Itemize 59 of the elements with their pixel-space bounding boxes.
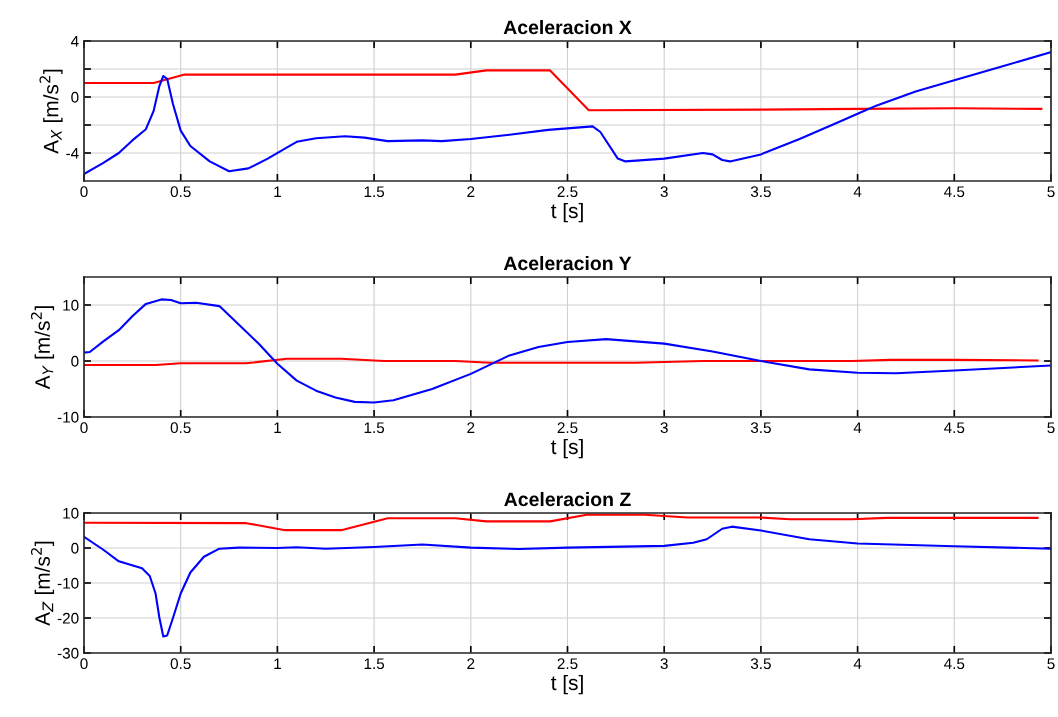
x-tick-label: 0: [80, 658, 88, 670]
x-tick-label: 1.5: [364, 186, 385, 198]
x-tick-label: 4.5: [944, 422, 965, 434]
y-axis-title: A$_{X}$ [m/s$^{2}$]: [39, 69, 63, 154]
x-tick-label: 3: [660, 186, 668, 198]
chart-title: Aceleracion Y: [503, 255, 632, 271]
x-tick-label: 0: [80, 186, 88, 198]
x-tick-label: 1.5: [364, 422, 385, 434]
x-tick-label: 3: [660, 422, 668, 434]
line-series: [84, 69, 1043, 112]
x-tick-label: 1.5: [364, 658, 385, 670]
x-tick-label: 0: [80, 422, 88, 434]
x-tick-label: 2.5: [557, 658, 578, 670]
line-series: [84, 298, 1051, 404]
y-tick-label: -20: [57, 612, 79, 624]
x-tick-label: 3.5: [750, 186, 771, 198]
x-axis-title: t [s]: [551, 202, 583, 223]
y-axis-title: A$_{Z}$ [m/s$^{2}$]: [30, 541, 55, 626]
x-tick-label: 4: [853, 658, 862, 669]
y-tick-label: 0: [71, 355, 79, 367]
y-tick-label: 10: [63, 507, 79, 519]
chart-title: Aceleracion X: [503, 19, 632, 35]
x-tick-label: 1: [274, 186, 281, 197]
y-tick-label: 0: [71, 91, 79, 103]
line-series: [84, 357, 1039, 366]
x-tick-label: 5: [1047, 422, 1055, 434]
x-tick-label: 2: [467, 422, 475, 433]
line-series: [84, 525, 1051, 638]
chart-title: Aceleracion Z: [504, 491, 631, 507]
y-tick-label: -10: [57, 577, 79, 589]
x-tick-label: 2.5: [557, 422, 578, 434]
x-tick-label: 0.5: [170, 186, 191, 198]
x-tick-label: 0.5: [170, 422, 191, 434]
x-tick-label: 1: [274, 658, 281, 669]
y-axis-title: A$_{Y}$ [m/s$^{2}$]: [30, 306, 55, 390]
x-tick-label: 4: [853, 186, 862, 197]
x-tick-label: 3.5: [750, 422, 771, 434]
x-tick-label: 5: [1047, 658, 1055, 670]
x-tick-label: 3.5: [750, 658, 771, 670]
y-tick-label: -30: [57, 647, 79, 659]
x-tick-label: 3: [660, 658, 668, 670]
x-tick-label: 2: [467, 658, 475, 669]
x-tick-label: 2.5: [557, 186, 578, 198]
x-axis-title: t [s]: [551, 674, 583, 695]
x-tick-label: 2: [467, 186, 475, 197]
y-tick-label: 0: [71, 542, 79, 554]
x-axis-title: t [s]: [551, 438, 583, 459]
x-tick-label: 0.5: [170, 658, 191, 670]
x-tick-label: 4: [853, 422, 862, 433]
x-tick-label: 1: [274, 422, 281, 433]
y-tick-label: 4: [70, 36, 79, 47]
y-tick-label: -10: [57, 411, 79, 423]
y-tick-label: 10: [63, 299, 79, 311]
x-tick-label: 5: [1047, 186, 1055, 198]
line-series: [84, 51, 1051, 176]
y-tick-label: -4: [66, 148, 79, 159]
x-tick-label: 4.5: [944, 186, 965, 198]
line-series: [84, 513, 1039, 532]
x-tick-label: 4.5: [944, 658, 965, 670]
